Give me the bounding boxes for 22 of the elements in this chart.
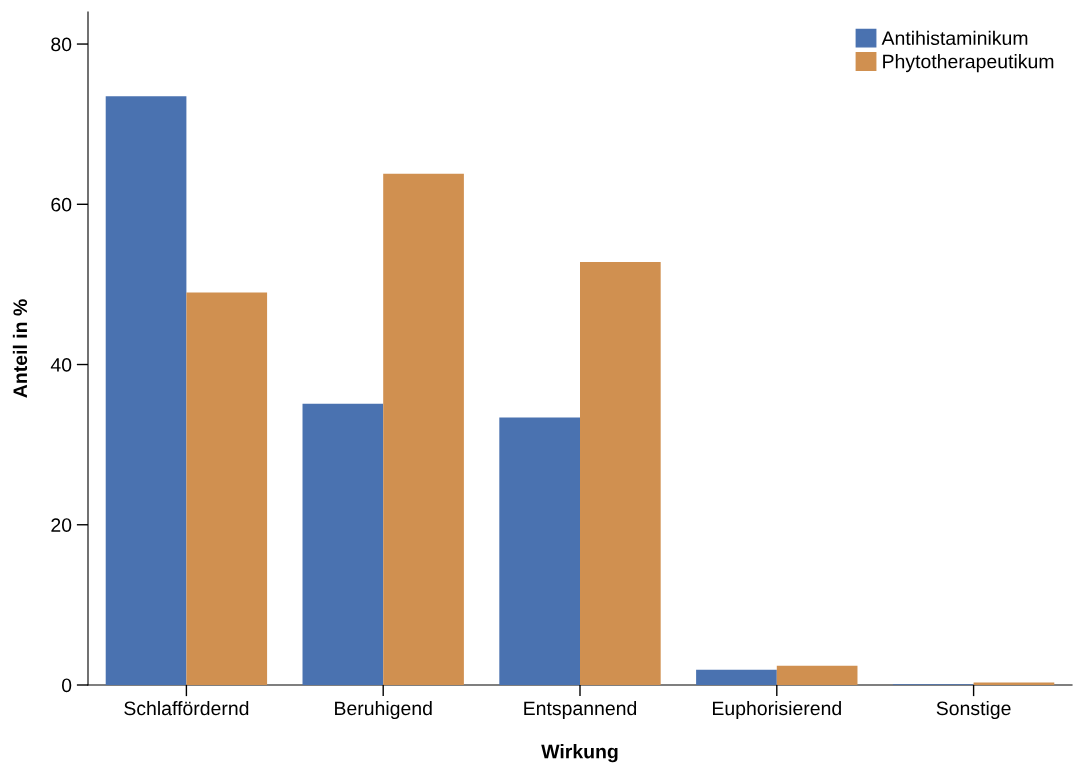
legend-label: Antihistaminikum xyxy=(881,30,1028,46)
bar xyxy=(383,173,464,685)
y-tick-label: 0 xyxy=(61,678,72,693)
y-tick-label: 60 xyxy=(51,197,72,212)
y-tick-label: 20 xyxy=(51,518,72,532)
bar xyxy=(105,96,187,685)
x-tick-label: Euphorisierend xyxy=(713,700,841,720)
bar xyxy=(776,665,858,685)
bar xyxy=(580,261,661,685)
y-tick-label: 40 xyxy=(50,357,72,372)
bar xyxy=(302,403,384,685)
legend-label: Phytotherapeutikum xyxy=(883,54,1054,73)
x-tick-label: Entspannend xyxy=(524,700,637,720)
x-tick-label: Schlaffördernd xyxy=(124,700,249,716)
bar xyxy=(499,417,580,685)
x-tick-label: Sonstige xyxy=(936,700,1011,720)
x-axis-title: Wirkung xyxy=(541,744,618,763)
x-tick-label: Beruhigend xyxy=(335,700,432,720)
bar xyxy=(186,292,268,685)
y-axis-title: Anteil in % xyxy=(12,299,28,398)
y-tick-label: 80 xyxy=(51,37,72,52)
bar xyxy=(696,669,777,685)
